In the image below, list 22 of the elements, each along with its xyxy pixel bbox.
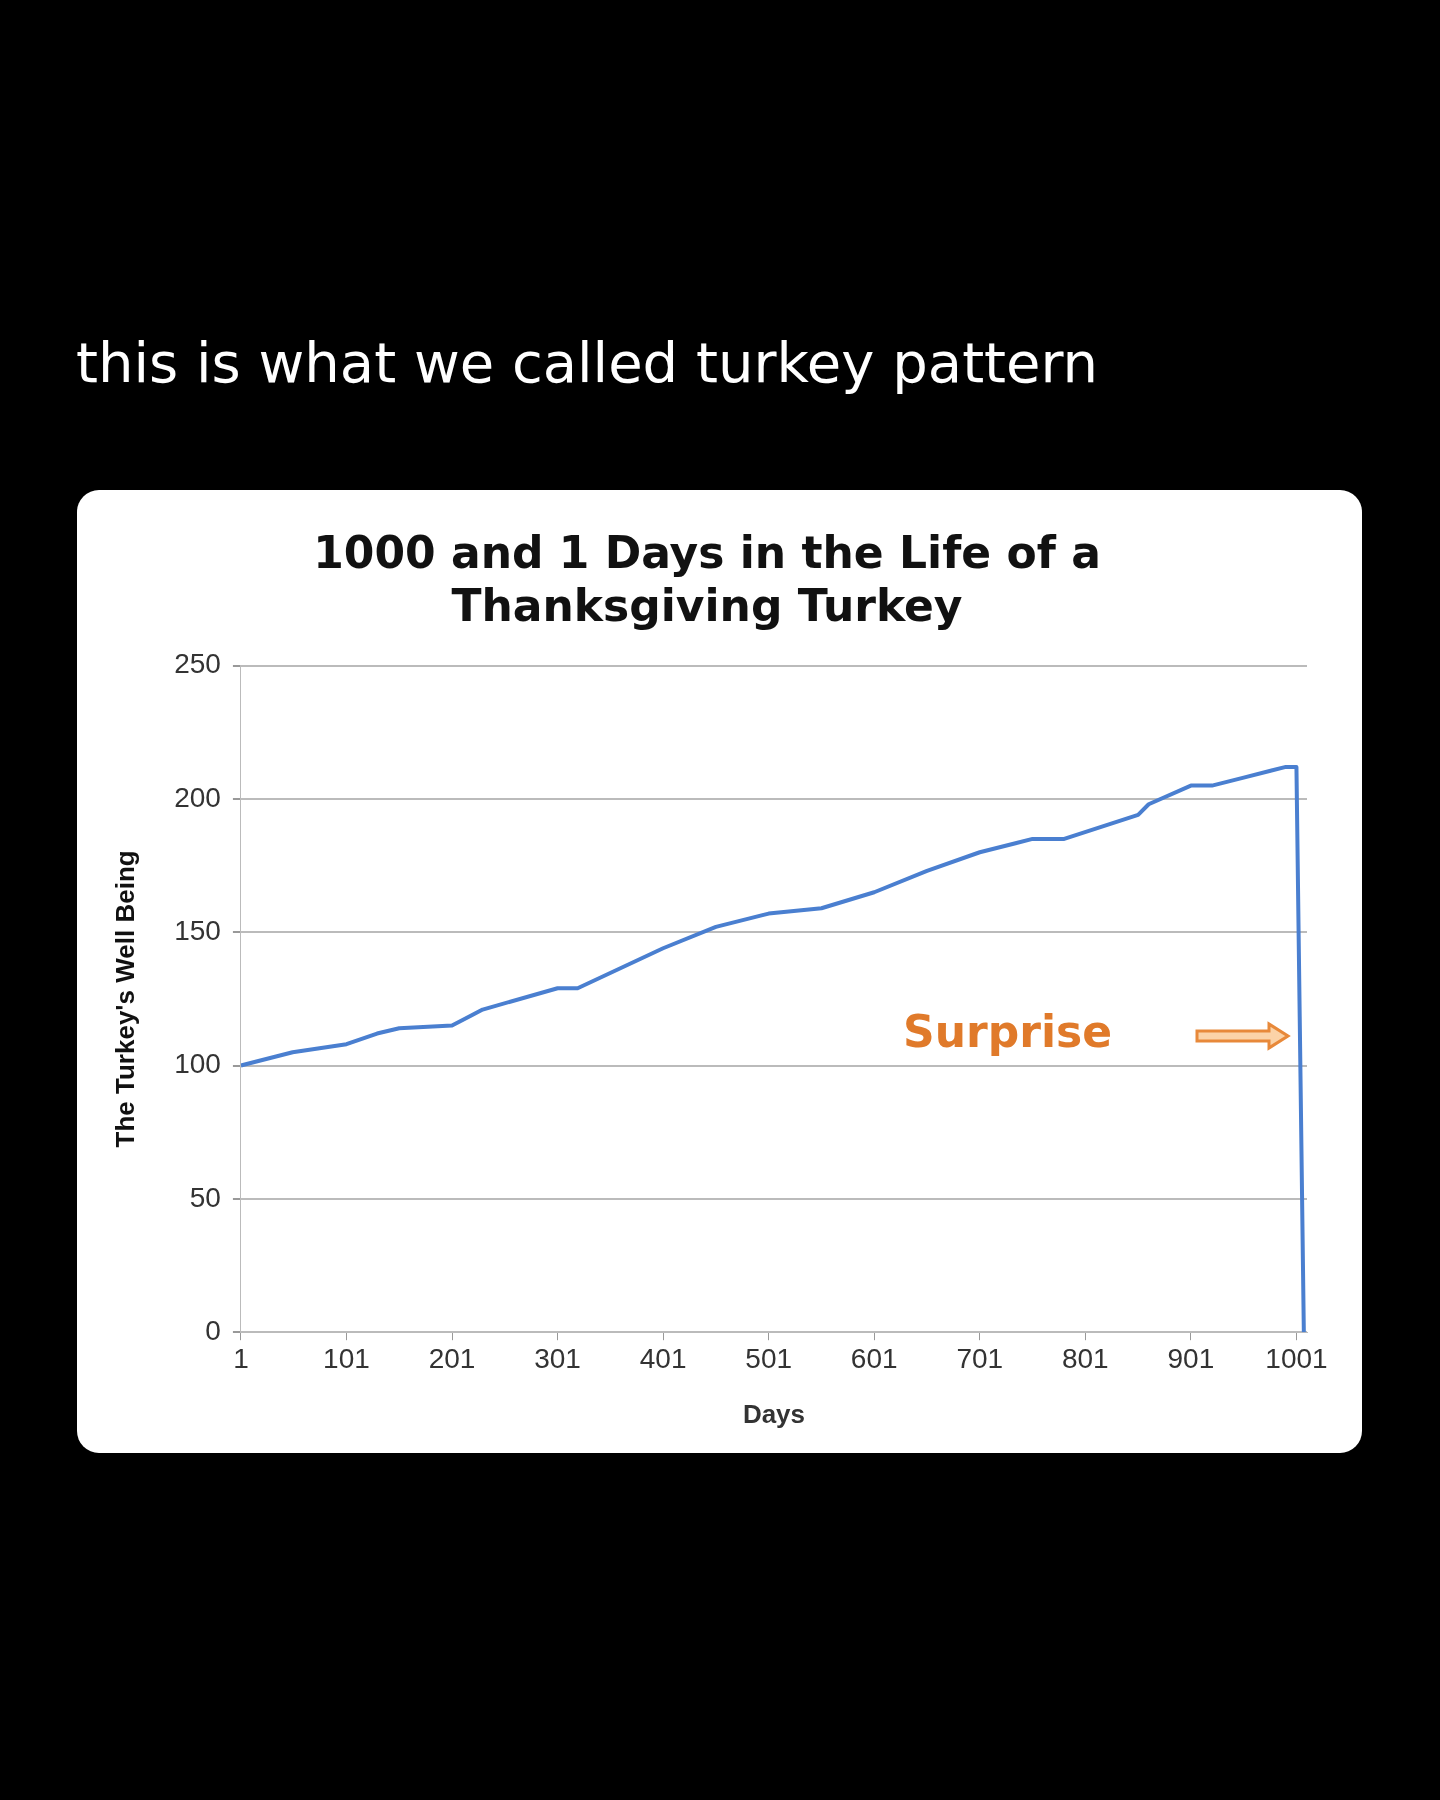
y-tick-label: 250 [174,648,221,680]
x-tick-label: 401 [639,1342,687,1374]
x-tick-label: 701 [956,1342,1004,1374]
x-tick-label: 1 [233,1342,249,1374]
x-tick-label: 301 [534,1342,581,1374]
x-tick-label: 501 [745,1342,793,1374]
y-axis-title: The Turkey's Well Being [109,850,140,1148]
y-tick-label: 0 [205,1314,221,1346]
x-axis-title: Days [742,1398,806,1429]
y-tick-label: 150 [174,914,221,946]
x-tick-label: 901 [1167,1342,1215,1374]
x-tick-label: 101 [323,1342,370,1374]
y-tick-label: 50 [189,1181,221,1213]
x-tick-label: 801 [1061,1342,1109,1374]
y-tick-label: 100 [174,1048,221,1080]
x-tick-label: 201 [428,1342,476,1374]
annotation: Surprise [902,1006,1112,1057]
x-tick-label: 601 [850,1342,898,1374]
x-tick-label: 1001 [1265,1342,1328,1374]
y-tick-label: 200 [174,781,221,813]
text: this is what we called turkey pattern [76,330,1099,395]
chart-title: 1000 and 1 Days in the Life of a Thanksgiving Turkey [313,526,1101,631]
